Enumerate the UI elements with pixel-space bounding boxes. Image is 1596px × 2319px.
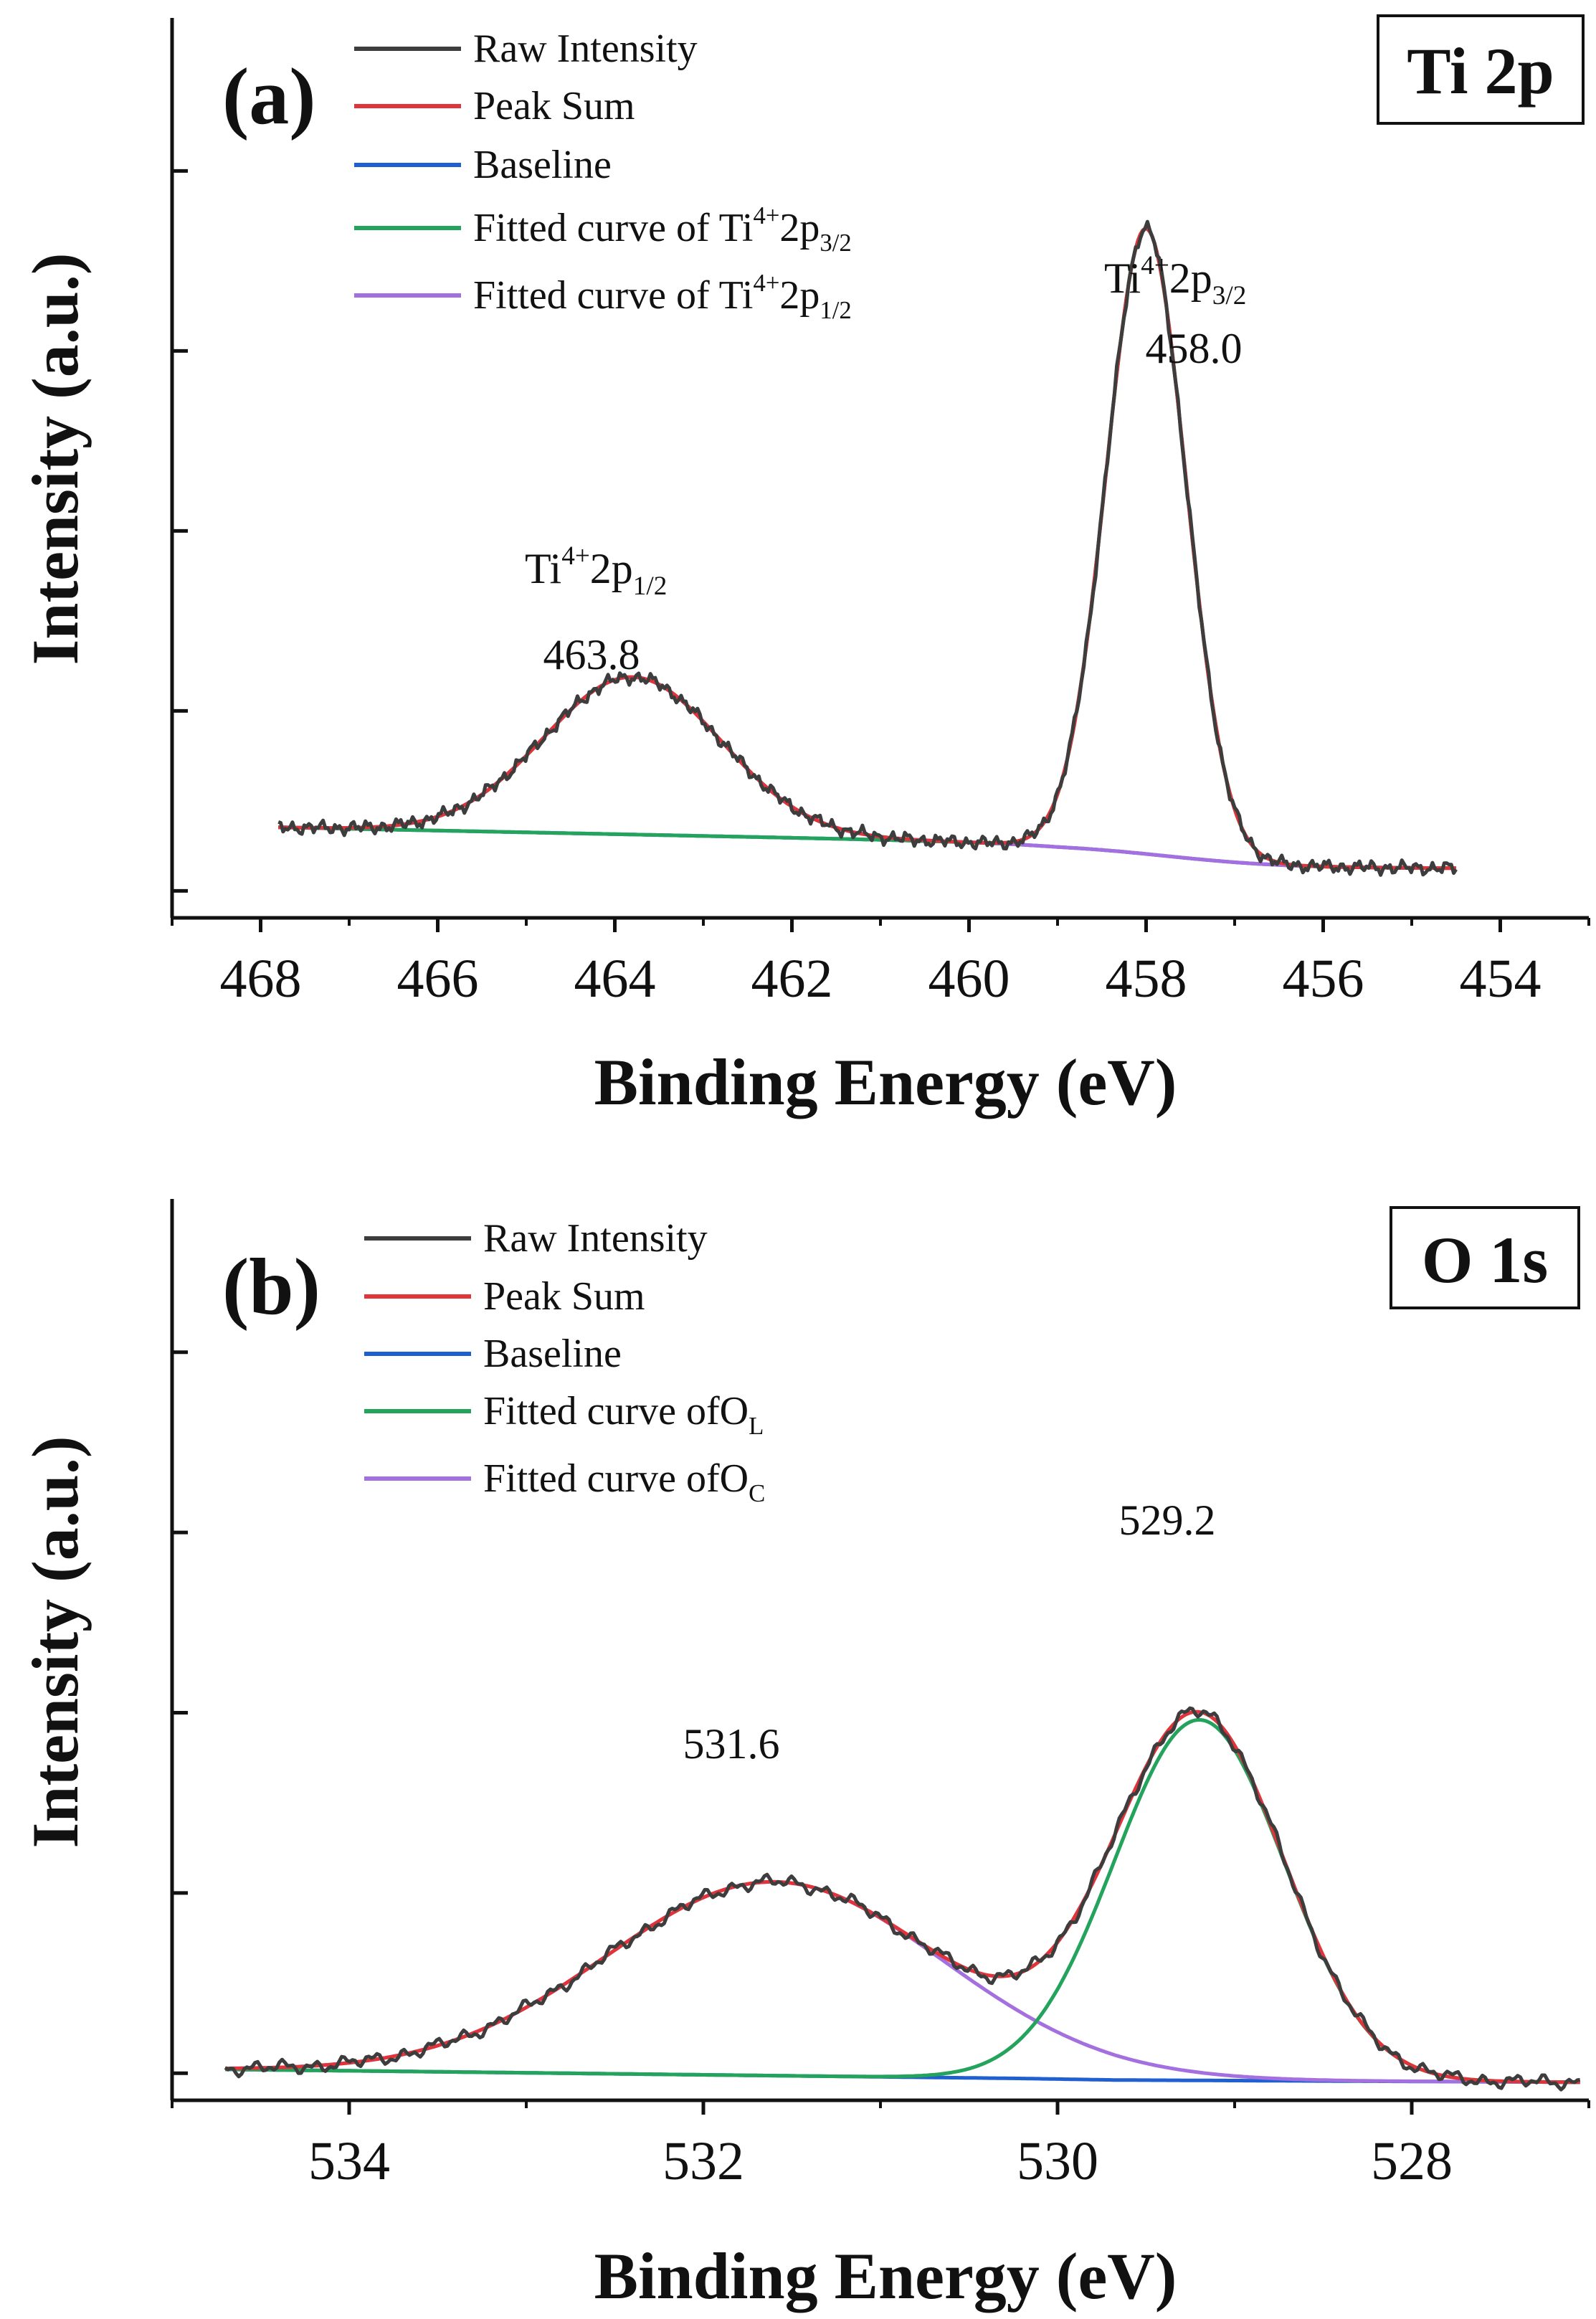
peak-sum-line (278, 227, 1456, 871)
x-tick-label: 530 (1017, 2131, 1098, 2191)
panel-b-box-label: O 1s (1422, 1223, 1548, 1296)
x-tick-label: 460 (928, 949, 1010, 1009)
legend-b-label-fit-oc: Fitted curve ofOC (483, 1456, 765, 1507)
panel-a-y-title: Intensity (a.u.) (19, 252, 92, 665)
panel-a-x-ticks: 468 466 464 462 460 458 456 454 (171, 918, 1590, 1009)
legend-fit-1-2-prefix: Fitted curve of Ti (473, 273, 753, 318)
annot-1-2-sub: 1/2 (633, 572, 668, 601)
annot-3-2-sup: 4+ (1141, 251, 1169, 280)
panel-a-annot-1-2-name: Ti4+2p1/2 (525, 541, 667, 601)
panel-a-axes: 468 466 464 462 460 458 456 454 (170, 18, 1590, 1009)
panel-b-annot-531: 531.6 (683, 1720, 780, 1768)
x-tick-label: 534 (308, 2131, 390, 2191)
panel-a-y-ticks (172, 169, 188, 893)
legend-label-fit-3-2: Fitted curve of Ti4+2p3/2 (473, 201, 852, 257)
annot-3-2-sub: 3/2 (1212, 281, 1247, 310)
panel-b-box-frame (1390, 1206, 1580, 1309)
raw-intensity-line (224, 1706, 1581, 2092)
annot-1-2-mid: 2p (590, 545, 633, 592)
panel-a-annot-3-2-name: Ti4+2p3/2 (1104, 251, 1246, 310)
fit-curve-2 (225, 1879, 1580, 2085)
x-tick-label: 468 (220, 949, 302, 1009)
legend-fit-1-2-mid: 2p (779, 273, 820, 318)
panel-a: 468 466 464 462 460 458 456 454 (a) Ti 2p Raw I… (19, 14, 1590, 1119)
fit-curve-1 (278, 227, 1456, 871)
panel-a-annot-458: 458.0 (1146, 325, 1243, 372)
x-tick-label: 528 (1371, 2131, 1453, 2191)
annot-1-2-sup: 4+ (561, 541, 590, 571)
peak-sum-line (225, 1709, 1580, 2085)
panel-b-label: (b) (222, 1243, 320, 1332)
x-tick-label: 454 (1460, 949, 1542, 1009)
panel-b-legend: Raw Intensity Peak Sum Baseline Fitted c… (364, 1216, 765, 1507)
legend-fit-ol-prefix: Fitted curve ofO (483, 1389, 749, 1433)
legend-b-label-peak-sum: Peak Sum (483, 1274, 645, 1319)
x-tick-label: 462 (751, 949, 833, 1009)
legend-fit-oc-prefix: Fitted curve ofO (483, 1456, 749, 1501)
x-tick-label: 466 (397, 949, 479, 1009)
legend-fit-3-2-prefix: Fitted curve of Ti (473, 206, 753, 250)
legend-b-label-baseline: Baseline (483, 1332, 622, 1376)
panel-b-annot-529: 529.2 (1119, 1497, 1216, 1544)
legend-fit-1-2-sup: 4+ (753, 269, 779, 297)
legend-label-raw: Raw Intensity (473, 27, 698, 71)
legend-b-label-raw: Raw Intensity (483, 1216, 708, 1261)
legend-label-fit-1-2: Fitted curve of Ti4+2p1/2 (473, 269, 852, 324)
panel-a-box-label: Ti 2p (1407, 34, 1554, 108)
panel-b: 534 532 530 528 (b) O 1s Raw Intensity Peak… (19, 1199, 1590, 2313)
legend-fit-1-2-sub: 1/2 (820, 296, 851, 324)
panel-b-x-ticks: 534 532 530 528 (171, 2100, 1590, 2191)
x-tick-label: 456 (1283, 949, 1364, 1009)
x-tick-label: 532 (662, 2131, 744, 2191)
legend-fit-ol-sub: L (749, 1412, 764, 1440)
x-tick-label: 458 (1106, 949, 1187, 1009)
panel-a-x-title: Binding Energy (eV) (594, 1045, 1177, 1119)
legend-fit-3-2-sup: 4+ (753, 201, 779, 229)
raw-intensity-line (277, 219, 1458, 877)
legend-fit-3-2-sub: 3/2 (820, 229, 851, 257)
panel-a-label: (a) (222, 52, 316, 141)
panel-b-y-title: Intensity (a.u.) (19, 1436, 92, 1848)
panel-a-curves (277, 219, 1458, 877)
panel-a-legend: Raw Intensity Peak Sum Baseline Fitted c… (354, 27, 852, 324)
panel-a-annot-463: 463.8 (543, 631, 640, 678)
legend-label-peak-sum: Peak Sum (473, 84, 635, 128)
panel-b-curves (224, 1706, 1581, 2092)
x-tick-label: 464 (574, 949, 656, 1009)
legend-b-label-fit-ol: Fitted curve ofOL (483, 1389, 764, 1440)
panel-b-x-title: Binding Energy (eV) (594, 2239, 1177, 2313)
fit-curve-1 (225, 1718, 1580, 2085)
annot-3-2-mid: 2p (1169, 255, 1212, 302)
annot-3-2-ti: Ti (1104, 255, 1141, 302)
panel-b-axes: 534 532 530 528 (170, 1199, 1590, 2191)
legend-label-baseline: Baseline (473, 143, 612, 187)
annot-1-2-ti: Ti (525, 545, 561, 592)
panel-b-y-ticks (172, 1350, 188, 2075)
legend-fit-oc-sub: C (749, 1479, 765, 1507)
panel-a-box-frame (1377, 14, 1585, 125)
legend-fit-3-2-mid: 2p (779, 206, 820, 250)
